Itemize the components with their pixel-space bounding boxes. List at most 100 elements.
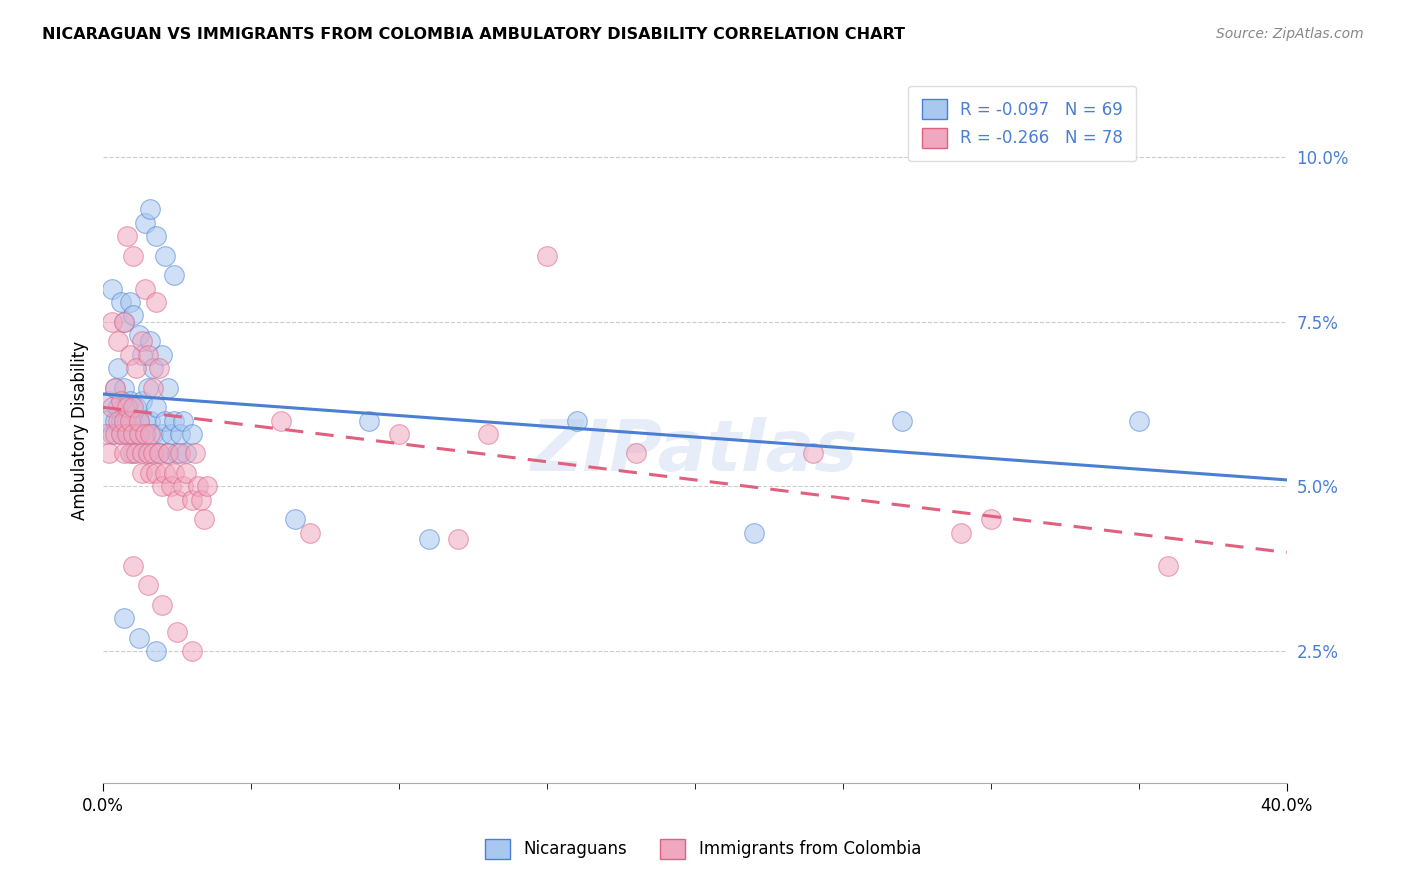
Point (163, 467, 186, 481)
Point (121, 426, 143, 441)
Point (142, 380, 165, 394)
Point (418, 533, 440, 547)
Point (110, 294, 132, 309)
Point (118, 294, 141, 309)
Point (124, 401, 146, 415)
Point (169, 426, 191, 441)
Point (136, 446, 159, 460)
Point (1128, 413, 1150, 427)
Point (110, 393, 132, 408)
Point (131, 347, 153, 361)
Point (98, 393, 121, 408)
Point (118, 446, 141, 460)
Point (94, 426, 117, 441)
Point (447, 533, 470, 547)
Point (166, 446, 188, 460)
Point (166, 492, 188, 507)
Point (115, 228, 138, 243)
Point (107, 401, 129, 415)
Point (121, 308, 143, 322)
Point (195, 479, 218, 493)
Legend: R = -0.097   N = 69, R = -0.266   N = 78: R = -0.097 N = 69, R = -0.266 N = 78 (908, 86, 1136, 161)
Point (980, 512, 1002, 526)
Point (104, 413, 127, 427)
Point (150, 426, 173, 441)
Point (131, 334, 153, 349)
Text: ZIPatlas: ZIPatlas (531, 417, 859, 486)
Point (145, 644, 167, 658)
Point (174, 467, 197, 481)
Point (155, 249, 177, 263)
Point (104, 426, 127, 441)
Point (131, 393, 153, 408)
Point (118, 347, 141, 361)
Point (134, 426, 156, 441)
Point (174, 446, 197, 460)
Point (148, 446, 170, 460)
Point (112, 380, 135, 394)
Point (131, 467, 153, 481)
Point (624, 446, 647, 460)
Point (139, 426, 162, 441)
Point (142, 360, 165, 375)
Point (107, 413, 129, 427)
Point (124, 446, 146, 460)
Point (112, 401, 135, 415)
Point (155, 467, 177, 481)
Point (128, 413, 150, 427)
Point (121, 413, 143, 427)
Point (801, 446, 824, 460)
Point (134, 426, 156, 441)
Point (160, 426, 183, 441)
Point (150, 479, 173, 493)
Point (136, 578, 159, 592)
Point (163, 413, 186, 427)
Point (536, 249, 558, 263)
Point (160, 479, 183, 493)
Point (172, 479, 194, 493)
Point (187, 479, 209, 493)
Point (157, 446, 180, 460)
Point (115, 413, 138, 427)
Point (150, 347, 173, 361)
Point (128, 413, 150, 427)
Point (115, 401, 138, 415)
Text: NICARAGUAN VS IMMIGRANTS FROM COLOMBIA AMBULATORY DISABILITY CORRELATION CHART: NICARAGUAN VS IMMIGRANTS FROM COLOMBIA A… (42, 27, 905, 42)
Point (150, 599, 173, 613)
Point (118, 393, 141, 408)
Point (139, 334, 162, 349)
Point (104, 380, 127, 394)
Point (134, 413, 156, 427)
Point (115, 426, 138, 441)
Point (136, 380, 159, 394)
Point (112, 314, 135, 328)
Point (1157, 558, 1180, 573)
Point (118, 413, 141, 427)
Point (190, 492, 212, 507)
Point (180, 492, 202, 507)
Point (107, 360, 129, 375)
Point (139, 467, 162, 481)
Point (388, 426, 411, 441)
Point (94, 413, 117, 427)
Point (950, 525, 973, 540)
Point (110, 426, 132, 441)
Text: Source: ZipAtlas.com: Source: ZipAtlas.com (1216, 27, 1364, 41)
Point (112, 413, 135, 427)
Point (145, 401, 167, 415)
Point (142, 426, 165, 441)
Y-axis label: Ambulatory Disability: Ambulatory Disability (72, 341, 89, 520)
Point (98, 446, 121, 460)
Point (139, 413, 162, 427)
Point (110, 413, 132, 427)
Point (145, 294, 167, 309)
Point (359, 413, 381, 427)
Point (128, 426, 150, 441)
Point (121, 249, 143, 263)
Point (112, 446, 135, 460)
Point (270, 413, 292, 427)
Point (131, 446, 153, 460)
Point (128, 631, 150, 645)
Point (134, 281, 156, 295)
Point (157, 446, 180, 460)
